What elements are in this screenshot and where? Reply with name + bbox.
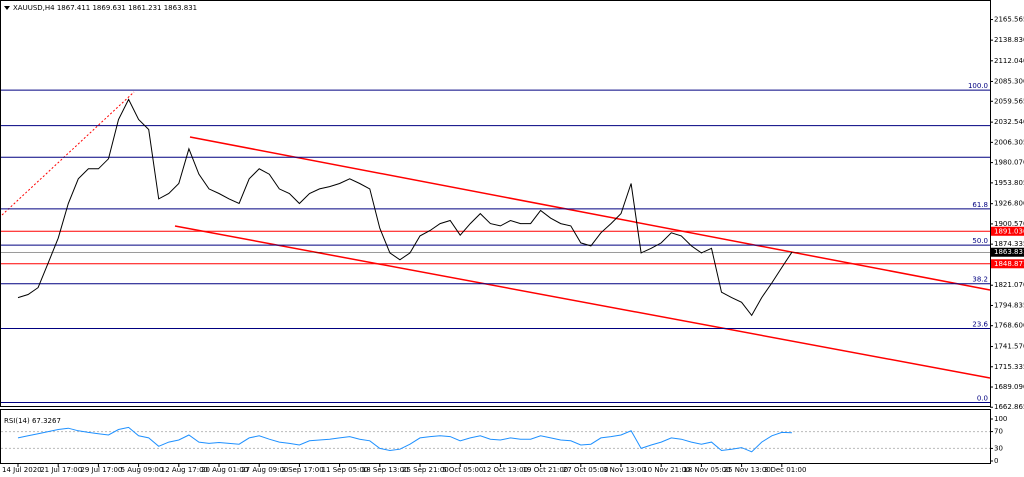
- y-tick-label: 1874.335: [994, 240, 1024, 248]
- y-tick-label: 2032.540: [994, 118, 1024, 126]
- y-tick-label: 1741.570: [994, 343, 1024, 351]
- channel-upper: [189, 136, 991, 291]
- y-tick-label: 2112.040: [994, 57, 1024, 65]
- x-tick-label: 5 Oct 05:00: [442, 466, 483, 474]
- price-tag: [991, 247, 1024, 257]
- x-tick-label: 25 Nov 13:00: [724, 466, 771, 474]
- x-tick-label: 5 Aug 09:00: [121, 466, 164, 474]
- fib-label: 61.8: [972, 201, 988, 209]
- y-tick-label: 1821.070: [994, 281, 1024, 289]
- x-tick-label: 29 Jul 17:00: [80, 466, 122, 474]
- fib-label: 50.0: [972, 237, 988, 245]
- fib-anchor: [1, 91, 135, 216]
- menu-arrow: [4, 6, 10, 10]
- price-tag-label: 1848.871: [994, 260, 1024, 268]
- x-tick-label: 11 Sep 05:00: [322, 466, 369, 474]
- x-tick-label: 3 Nov 13:00: [603, 466, 646, 474]
- rsi-title: RSI(14) 67.3267: [4, 417, 61, 425]
- price-tag-label: 1891.036: [994, 227, 1024, 235]
- x-tick-label: 27 Aug 09:00: [241, 466, 288, 474]
- price-line: [17, 98, 793, 317]
- x-tick-label: 3 Sep 17:00: [281, 466, 323, 474]
- price-tag: [991, 259, 1024, 269]
- fib-label: 0.0: [977, 395, 988, 403]
- y-tick-label: 70: [994, 428, 1003, 436]
- main-frame: [0, 0, 991, 407]
- x-tick-label: 18 Sep 13:00: [362, 466, 409, 474]
- x-tick-label: 3 Dec 01:00: [764, 466, 807, 474]
- x-tick-label: 25 Sep 21:00: [402, 466, 449, 474]
- y-tick-label: 1662.865: [994, 403, 1024, 411]
- x-tick-label: 18 Nov 05:00: [683, 466, 730, 474]
- x-tick-label: 20 Aug 01:00: [201, 466, 248, 474]
- x-tick-label: 19 Oct 21:00: [523, 466, 569, 474]
- price-tag: [991, 226, 1024, 236]
- y-tick-label: 2085.300: [994, 77, 1024, 85]
- y-tick-label: 1794.835: [994, 301, 1024, 309]
- x-tick-label: 10 Nov 21:00: [643, 466, 690, 474]
- y-tick-label: 1689.090: [994, 383, 1024, 391]
- y-tick-label: 2165.565: [994, 16, 1024, 24]
- y-tick-label: 1900.570: [994, 220, 1024, 228]
- price-line: [17, 426, 792, 453]
- x-tick-label: 27 Oct 05:00: [563, 466, 609, 474]
- fib-label: 38.2: [972, 276, 988, 284]
- y-tick-label: 1980.070: [994, 159, 1024, 167]
- chart-title: XAUUSD,H4 1867.411 1869.631 1861.231 186…: [13, 4, 197, 12]
- y-tick-label: 100: [994, 415, 1007, 423]
- y-tick-label: 2138.830: [994, 36, 1024, 44]
- y-tick-label: 1926.800: [994, 200, 1024, 208]
- y-tick-label: 1715.335: [994, 363, 1024, 371]
- y-tick-label: 1768.600: [994, 322, 1024, 330]
- x-tick-label: 14 Jul 2020: [2, 466, 42, 474]
- x-tick-label: 12 Oct 13:00: [482, 466, 528, 474]
- x-tick-label: 21 Jul 17:00: [40, 466, 82, 474]
- y-tick-label: 1953.805: [994, 179, 1024, 187]
- fib-label: 100.0: [968, 82, 988, 90]
- y-tick-label: 0: [994, 457, 998, 465]
- x-tick-label: 12 Aug 17:00: [161, 466, 208, 474]
- y-tick-label: 30: [994, 444, 1003, 452]
- price-tag-label: 1863.831: [994, 248, 1024, 256]
- channel-lower: [174, 225, 991, 379]
- fib-label: 23.6: [972, 320, 988, 328]
- rsi-frame: [0, 409, 991, 464]
- y-tick-label: 2006.305: [994, 138, 1024, 146]
- y-tick-label: 2059.565: [994, 97, 1024, 105]
